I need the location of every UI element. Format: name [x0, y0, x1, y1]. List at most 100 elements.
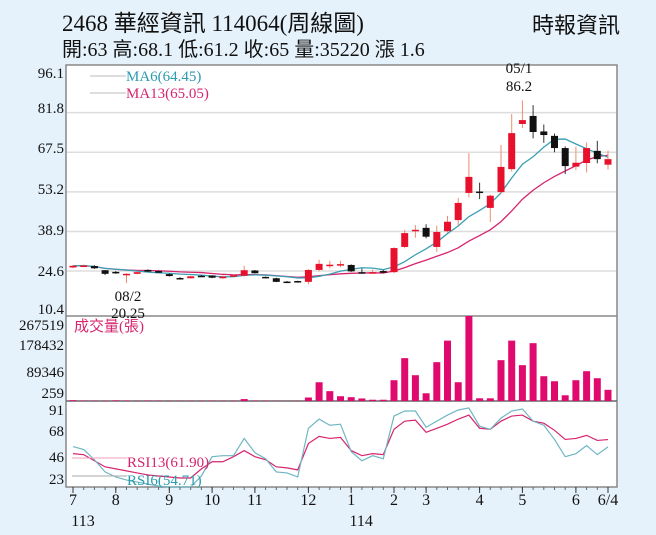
rsi6-line: [72, 407, 609, 488]
moving-averages: [72, 138, 609, 279]
candle: [144, 269, 152, 272]
x-month-label: 1: [347, 492, 355, 509]
candle: [572, 146, 580, 171]
candle: [604, 150, 612, 170]
candle-body: [197, 275, 205, 278]
candle: [551, 133, 558, 153]
rsi-axis: 91 68 46 23: [49, 403, 65, 488]
candle: [379, 269, 387, 274]
candle-body: [486, 195, 494, 208]
candle-body: [540, 131, 548, 136]
candle: [529, 105, 537, 139]
candle: [422, 224, 430, 239]
candle-body: [454, 202, 462, 221]
candle: [369, 269, 377, 274]
candle-body: [518, 120, 526, 124]
rsi-tick: 23: [49, 472, 64, 488]
candle: [411, 225, 419, 238]
candle-body: [347, 264, 355, 272]
candle: [433, 225, 441, 252]
candle-body: [433, 231, 441, 247]
candle-body: [112, 271, 120, 274]
volume-bar: [508, 340, 516, 401]
x-month-label: 12: [300, 492, 316, 509]
volume-tick: 178432: [19, 338, 64, 354]
candle: [165, 273, 173, 277]
candle: [358, 268, 366, 274]
volume-bar: [315, 382, 323, 401]
volume-tick: 89346: [27, 365, 65, 381]
candle: [240, 265, 248, 277]
high-value-annotation: 86.2: [506, 79, 532, 95]
volume-bar: [454, 382, 462, 401]
candle: [90, 265, 98, 269]
candle-body: [272, 278, 280, 282]
volume-bar: [529, 343, 537, 401]
volume-bar: [69, 400, 77, 401]
candle-body: [219, 276, 227, 279]
candle: [123, 273, 130, 284]
volume-bar: [401, 358, 409, 401]
x-month-label: 3: [422, 492, 430, 509]
price-tick: 10.4: [38, 302, 65, 318]
volume-axis: 267519 178432 89346 259: [19, 318, 65, 402]
ma6-legend: MA6(64.45): [126, 69, 201, 85]
volume-bar: [304, 397, 312, 401]
candle-body: [411, 229, 419, 232]
x-month-label: 11: [247, 492, 262, 509]
candle-body: [444, 221, 451, 232]
x-month-label: 7: [69, 492, 77, 509]
candle: [112, 271, 120, 274]
low-date-annotation: 08/2: [115, 289, 142, 305]
volume-bar: [518, 365, 526, 401]
volume-bar: [390, 380, 398, 401]
candle-body: [369, 272, 377, 274]
candle: [283, 281, 291, 284]
candle: [155, 270, 163, 273]
volume-tick: 259: [42, 386, 65, 402]
volume-bar: [337, 396, 344, 401]
volume-bar: [422, 393, 430, 401]
high-date-annotation: 05/1: [506, 61, 533, 77]
candle-body: [337, 264, 344, 266]
price-tick: 24.6: [38, 264, 65, 280]
candle: [486, 194, 494, 223]
candle: [208, 275, 216, 279]
candle-body: [133, 272, 141, 274]
candle: [294, 280, 302, 283]
candle: [508, 113, 516, 172]
volume-bar: [593, 378, 601, 401]
candle-body: [262, 276, 270, 279]
candle: [133, 271, 141, 275]
volume-bar: [433, 362, 441, 401]
ma6-line: [72, 138, 609, 279]
x-month-label: 4: [476, 492, 484, 509]
candle: [454, 197, 462, 226]
candle: [251, 269, 259, 274]
volume-bar: [551, 381, 558, 401]
volume-bar: [326, 391, 334, 401]
candle: [176, 277, 184, 280]
volume-bar: [379, 399, 387, 401]
ohlc-summary: 開:63 高:68.1 低:61.2 收:65 量:35220 漲 1.6: [62, 38, 425, 61]
rsi-tick: 46: [49, 450, 65, 466]
volume-bar: [240, 399, 248, 401]
candle: [593, 140, 601, 164]
candle: [390, 247, 398, 274]
candle-body: [123, 273, 130, 276]
candle-body: [80, 265, 88, 268]
chart-title: 2468 華經資訊 114064(周線圖): [62, 11, 364, 36]
volume-bars: [69, 316, 612, 401]
candle-body: [583, 148, 591, 164]
rsi-tick: 91: [49, 403, 64, 419]
candle-body: [230, 275, 237, 277]
candle-body: [240, 270, 248, 276]
candle-body: [315, 263, 323, 270]
candle: [80, 264, 88, 268]
x-month-label: 5: [518, 492, 526, 509]
candle: [315, 259, 323, 272]
volume-tick: 267519: [19, 318, 64, 334]
rsi6-legend: RSI6(54.71): [127, 473, 202, 489]
candle-body: [604, 159, 612, 165]
